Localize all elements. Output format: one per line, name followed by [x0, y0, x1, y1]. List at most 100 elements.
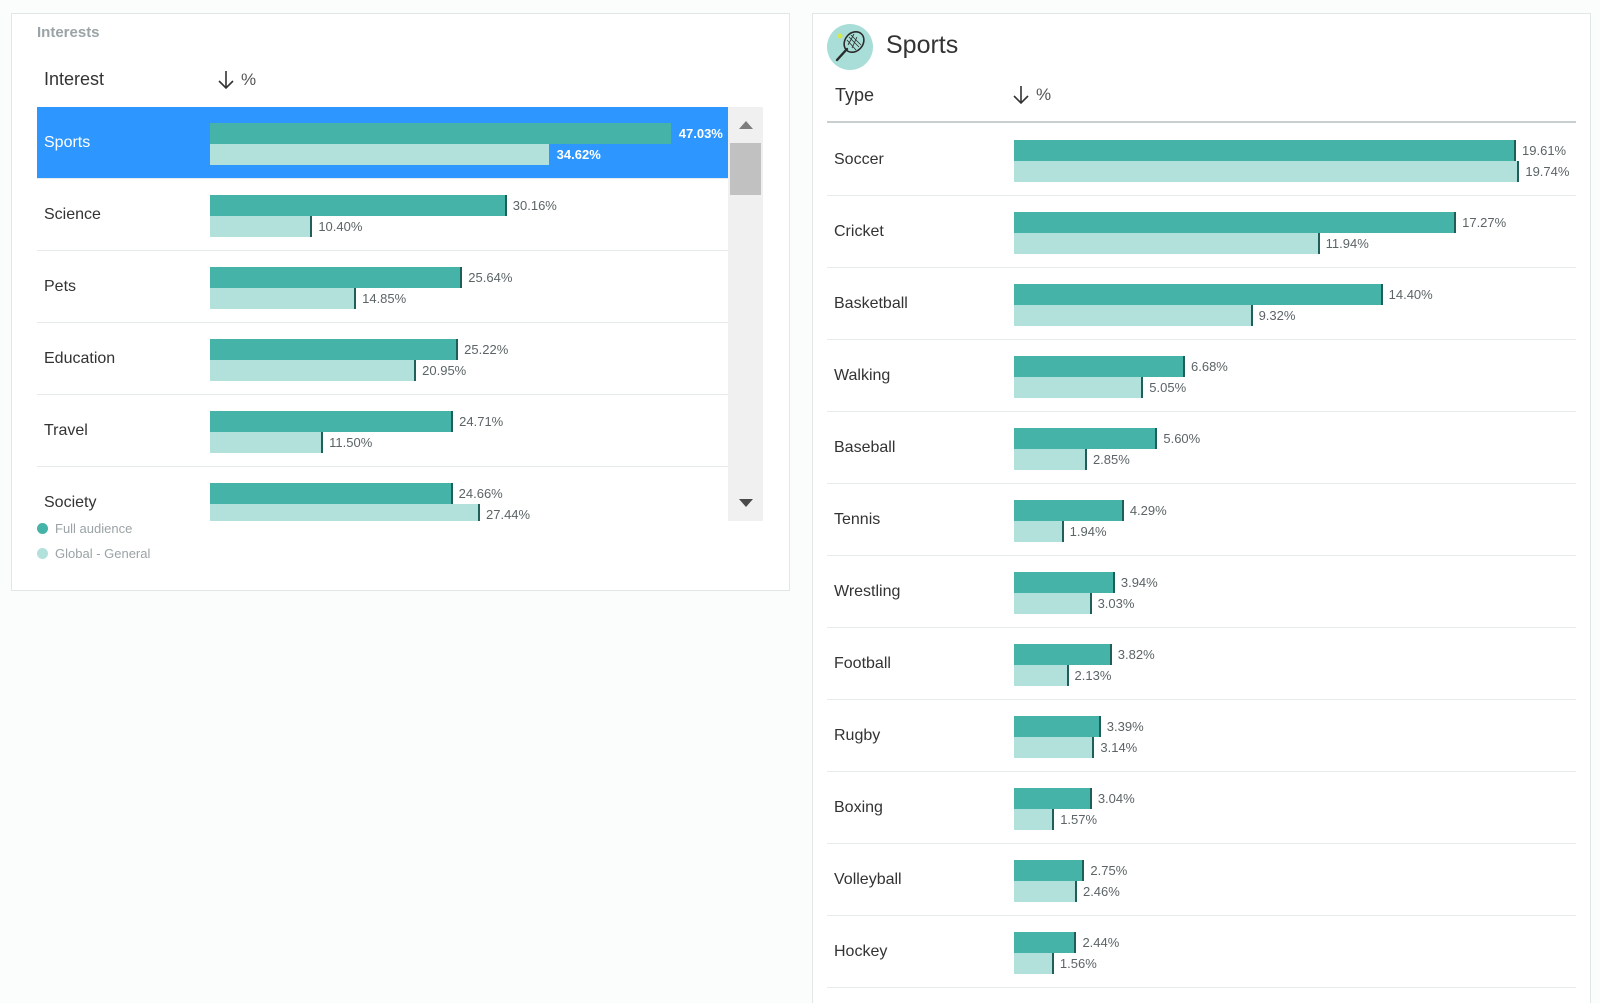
- full-audience-value: 14.40%: [1388, 287, 1433, 302]
- full-audience-value: 47.03%: [678, 126, 723, 141]
- list-row-football[interactable]: Football 3.82% 2.13%: [827, 628, 1576, 700]
- sports-panel: Sports Type % Soccer 19.61% 19.74% Cricket 1…: [812, 13, 1591, 1003]
- global-general-bar: [1014, 305, 1253, 326]
- sports-percent-sort-header[interactable]: %: [1012, 85, 1051, 105]
- full-audience-bar: [210, 123, 673, 144]
- row-label: Football: [834, 655, 891, 672]
- full-audience-dot-icon: [37, 523, 48, 534]
- full-audience-value: 30.16%: [512, 198, 557, 213]
- global-general-value: 9.32%: [1258, 308, 1296, 323]
- row-label: Baseball: [834, 439, 896, 456]
- list-row-sports[interactable]: Sports 47.03% 34.62%: [37, 107, 728, 179]
- full-audience-bar: [210, 483, 453, 504]
- global-general-bar: [1014, 665, 1069, 686]
- list-row-soccer[interactable]: Soccer 19.61% 19.74%: [827, 124, 1576, 196]
- full-audience-bar: [210, 411, 454, 432]
- list-row-travel[interactable]: Travel 24.71% 11.50%: [37, 395, 728, 467]
- full-audience-bar: [210, 195, 507, 216]
- interests-panel: Interests Interest % Sports 47.03% 34.62% S…: [11, 13, 790, 591]
- global-general-value: 5.05%: [1149, 380, 1187, 395]
- interests-list: Sports 47.03% 34.62% Science 30.16% 10.40% Pet…: [37, 107, 728, 521]
- interest-percent-sort-header[interactable]: %: [217, 70, 256, 90]
- sports-title: Sports: [886, 31, 959, 59]
- legend-full-audience: Full audience: [37, 521, 132, 536]
- row-label: Cricket: [834, 223, 884, 240]
- global-general-bar: [210, 144, 551, 165]
- global-general-value: 14.85%: [362, 291, 407, 306]
- full-audience-value: 6.68%: [1191, 359, 1228, 374]
- global-general-bar: [1014, 233, 1320, 254]
- global-general-bar: [1014, 593, 1092, 614]
- list-row-volleyball[interactable]: Volleyball 2.75% 2.46%: [827, 844, 1576, 916]
- global-general-value: 20.95%: [422, 363, 467, 378]
- full-audience-value: 3.82%: [1117, 647, 1155, 662]
- list-row-education[interactable]: Education 25.22% 20.95%: [37, 323, 728, 395]
- legend-label: Full audience: [55, 521, 133, 536]
- legend-global-general: Global - General: [37, 546, 150, 561]
- row-label: Pets: [44, 278, 77, 295]
- full-audience-value: 3.39%: [1106, 719, 1144, 734]
- full-audience-value: 2.44%: [1082, 935, 1120, 950]
- global-general-bar: [1014, 809, 1055, 830]
- row-label: Walking: [834, 367, 891, 384]
- full-audience-bar: [1014, 212, 1457, 233]
- list-row-baseball[interactable]: Baseball 5.60% 2.85%: [827, 412, 1576, 484]
- full-audience-bar: [1014, 860, 1085, 881]
- full-audience-bar: [1014, 500, 1124, 521]
- global-general-bar: [1014, 449, 1087, 470]
- legend-label: Global - General: [55, 546, 151, 561]
- global-general-bar: [210, 288, 357, 309]
- full-audience-bar: [1014, 356, 1185, 377]
- full-audience-value: 17.27%: [1462, 215, 1507, 230]
- list-row-society[interactable]: Society 24.66% 27.44%: [37, 467, 728, 521]
- global-general-bar: [210, 216, 313, 237]
- list-row-cricket[interactable]: Cricket 17.27% 11.94%: [827, 196, 1576, 268]
- list-row-walking[interactable]: Walking 6.68% 5.05%: [827, 340, 1576, 412]
- global-general-bar: [1014, 953, 1054, 974]
- full-audience-value: 3.94%: [1120, 575, 1158, 590]
- global-general-value: 1.94%: [1069, 524, 1107, 539]
- row-label: Volleyball: [834, 871, 902, 888]
- global-general-dot-icon: [37, 548, 48, 559]
- scroll-up-button[interactable]: [728, 107, 763, 143]
- row-label: Tennis: [834, 511, 881, 528]
- list-row-tennis[interactable]: Tennis 4.29% 1.94%: [827, 484, 1576, 556]
- scroll-down-button[interactable]: [728, 485, 763, 521]
- global-general-value: 1.57%: [1060, 812, 1098, 827]
- header-divider: [827, 121, 1576, 123]
- scroll-thumb[interactable]: [730, 143, 761, 195]
- full-audience-bar: [1014, 428, 1158, 449]
- list-row-pets[interactable]: Pets 25.64% 14.85%: [37, 251, 728, 323]
- percent-column-label: %: [1036, 85, 1052, 104]
- list-row-boxing[interactable]: Boxing 3.04% 1.57%: [827, 772, 1576, 844]
- global-general-value: 3.03%: [1097, 596, 1135, 611]
- row-label: Soccer: [834, 151, 884, 168]
- global-general-value: 11.94%: [1325, 236, 1369, 251]
- global-general-bar: [1014, 737, 1095, 758]
- global-general-bar: [210, 504, 480, 521]
- percent-column-label: %: [241, 70, 257, 89]
- list-row-basketball[interactable]: Basketball 14.40% 9.32%: [827, 268, 1576, 340]
- type-column-label: Type: [835, 85, 875, 105]
- global-general-value: 27.44%: [486, 507, 531, 521]
- full-audience-value: 25.64%: [468, 270, 513, 285]
- row-label: Rugby: [834, 727, 881, 744]
- list-row-hockey[interactable]: Hockey 2.44% 1.56%: [827, 916, 1576, 988]
- list-row-rugby[interactable]: Rugby 3.39% 3.14%: [827, 700, 1576, 772]
- interests-section-title: Interests: [37, 24, 100, 41]
- interest-column-header: Interest: [44, 69, 104, 90]
- full-audience-value: 2.75%: [1090, 863, 1128, 878]
- global-general-value: 3.14%: [1100, 740, 1138, 755]
- full-audience-bar: [1014, 284, 1383, 305]
- global-general-value: 2.85%: [1092, 452, 1130, 467]
- list-row-science[interactable]: Science 30.16% 10.40%: [37, 179, 728, 251]
- global-general-value: 34.62%: [556, 147, 601, 162]
- row-label: Sports: [44, 134, 91, 151]
- row-label: Education: [44, 350, 116, 367]
- global-general-bar: [1014, 161, 1520, 182]
- row-label: Boxing: [834, 799, 883, 816]
- list-row-wrestling[interactable]: Wrestling 3.94% 3.03%: [827, 556, 1576, 628]
- interests-scrollbar[interactable]: [728, 107, 763, 521]
- row-label: Science: [44, 206, 101, 223]
- row-label: Travel: [44, 422, 88, 439]
